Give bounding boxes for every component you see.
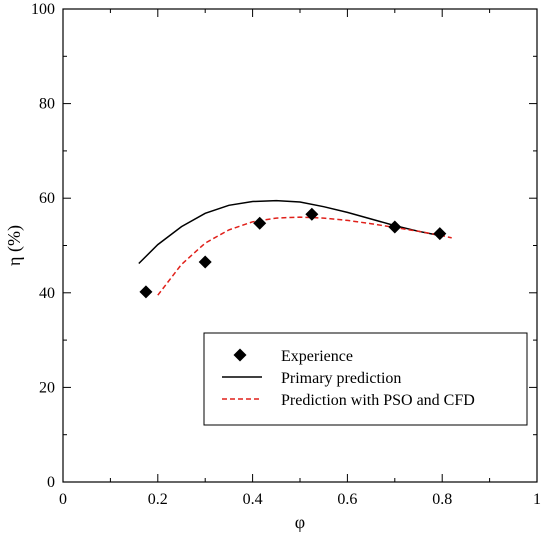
y-tick-label: 40 <box>39 285 55 302</box>
x-tick-label: 0.8 <box>432 491 452 508</box>
legend-label: Prediction with PSO and CFD <box>281 392 475 409</box>
series-layer <box>138 199 452 299</box>
x-tick-label: 0.2 <box>148 491 168 508</box>
x-tick-label: 0.4 <box>243 491 263 508</box>
y-tick-label: 60 <box>39 190 55 207</box>
tick-labels: 0 0.2 0.4 0.6 0.8 1 0 20 40 60 80 100 <box>31 1 541 508</box>
legend-experience-marker <box>233 348 247 362</box>
axis-ticks <box>62 8 538 483</box>
primary-prediction-line <box>138 199 443 265</box>
y-tick-label: 80 <box>39 96 55 113</box>
y-axis-label: η (%) <box>4 225 25 266</box>
x-tick-label: 0.6 <box>337 491 357 508</box>
experience-marker <box>433 227 447 241</box>
legend-label: Primary prediction <box>281 370 401 387</box>
legend-box <box>203 332 528 426</box>
experience-marker <box>305 207 319 221</box>
x-tick-label: 0 <box>59 491 67 508</box>
experience-marker <box>253 216 267 230</box>
pso-cfd-prediction-line <box>157 216 452 296</box>
x-axis-label: φ <box>295 512 305 532</box>
y-tick-label: 20 <box>39 379 55 396</box>
legend: Experience Primary prediction Prediction w… <box>203 332 528 426</box>
experience-marker <box>139 285 153 299</box>
experience-marker <box>198 255 212 269</box>
legend-label: Experience <box>281 348 353 365</box>
x-tick-label: 1 <box>533 491 541 508</box>
y-tick-label: 0 <box>47 474 55 491</box>
experience-marker <box>388 220 402 234</box>
y-tick-label: 100 <box>31 1 55 18</box>
